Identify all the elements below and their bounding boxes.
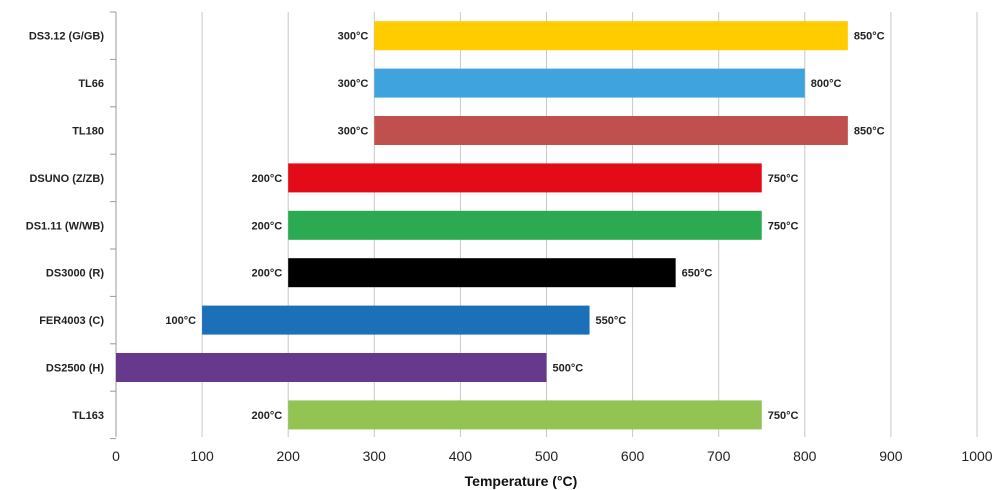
x-tick-label: 700: [707, 448, 731, 464]
value-labels: 300°C 850°C 300°C 800°C 300°C 850°C 200°C 750°C…: [165, 31, 884, 422]
x-tick-label: 200: [277, 448, 301, 464]
bar-start-label: 200°C: [251, 173, 282, 185]
bar-end-label: 650°C: [682, 268, 713, 280]
bar-7: [116, 353, 547, 382]
category-label: TL180: [72, 126, 104, 138]
bar-end-label: 750°C: [768, 410, 799, 422]
bar-end-label: 850°C: [854, 126, 885, 138]
bar-4: [288, 210, 762, 240]
x-tick-label: 100: [190, 448, 214, 464]
bar-start-label: 300°C: [338, 31, 369, 43]
category-label: FER4003 (C): [39, 315, 104, 327]
x-tick-label: 400: [449, 448, 473, 464]
bar-start-label: 300°C: [338, 78, 369, 90]
category-label: DS3.12 (G/GB): [29, 31, 105, 43]
category-label: TL163: [72, 410, 104, 422]
x-axis-ticks: 0 100 200 300 400 500 600 700 800 900 1000: [112, 448, 993, 464]
x-tick-label: 500: [535, 448, 559, 464]
category-labels: DS3.12 (G/GB) TL66 TL180 DSUNO (Z/ZB) DS1.11…: [26, 31, 105, 422]
x-tick-label: 900: [879, 448, 903, 464]
bar-series: [116, 21, 848, 430]
bar-2: [374, 116, 848, 145]
bar-1: [374, 68, 805, 98]
bar-end-label: 800°C: [811, 78, 842, 90]
bar-start-label: 200°C: [251, 410, 282, 422]
bar-start-label: 200°C: [251, 220, 282, 232]
x-tick-label: 1000: [961, 448, 992, 464]
category-label: DS3000 (R): [46, 268, 104, 280]
bar-0: [374, 21, 848, 51]
bar-end-label: 550°C: [596, 315, 627, 327]
x-tick-label: 800: [793, 448, 817, 464]
bar-start-label: 200°C: [251, 268, 282, 280]
bar-end-label: 750°C: [768, 220, 799, 232]
x-axis-title: Temperature (°C): [465, 473, 578, 489]
category-label: DS1.11 (W/WB): [26, 220, 105, 232]
bar-start-label: 100°C: [165, 315, 196, 327]
bar-8: [288, 400, 762, 430]
bar-end-label: 500°C: [553, 363, 584, 375]
category-label: TL66: [78, 78, 104, 90]
x-tick-label: 0: [112, 448, 120, 464]
category-label: DS2500 (H): [46, 363, 104, 375]
bar-end-label: 750°C: [768, 173, 799, 185]
bar-5: [288, 258, 676, 288]
x-tick-label: 300: [363, 448, 387, 464]
bar-6: [202, 305, 590, 335]
bar-end-label: 850°C: [854, 31, 885, 43]
bar-3: [288, 163, 762, 193]
bar-start-label: 300°C: [338, 126, 369, 138]
category-label: DSUNO (Z/ZB): [29, 173, 104, 185]
x-tick-label: 600: [621, 448, 645, 464]
